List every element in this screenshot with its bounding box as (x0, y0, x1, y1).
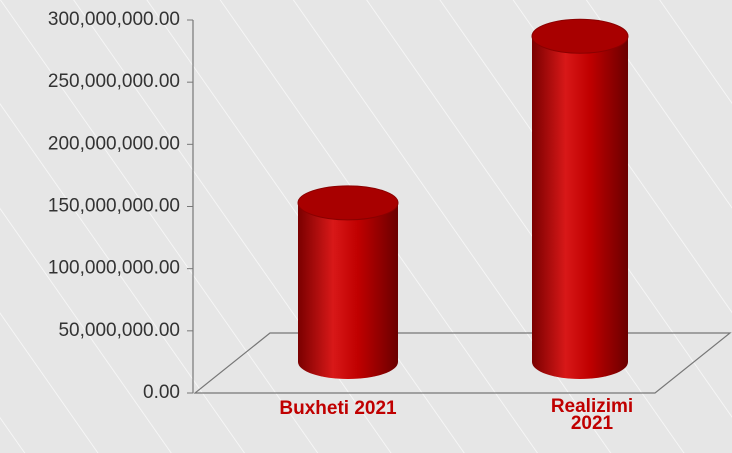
y-tick-label: 100,000,000.00 (48, 258, 180, 279)
y-tick-label: 250,000,000.00 (48, 71, 180, 92)
y-tick-label: 300,000,000.00 (48, 9, 180, 30)
bar (298, 202, 398, 379)
x-tick-label: Buxheti 2021 (279, 398, 397, 419)
y-tick-label: 50,000,000.00 (58, 320, 180, 341)
y-tick-label: 0.00 (143, 382, 180, 403)
bar (532, 36, 628, 379)
bar-top (297, 185, 399, 221)
y-tick-label: 200,000,000.00 (48, 133, 180, 154)
x-tick-label: Realizimi 2021 (550, 396, 634, 434)
y-tick-label: 150,000,000.00 (48, 196, 180, 217)
floor (193, 332, 732, 394)
bar-top (531, 18, 629, 54)
